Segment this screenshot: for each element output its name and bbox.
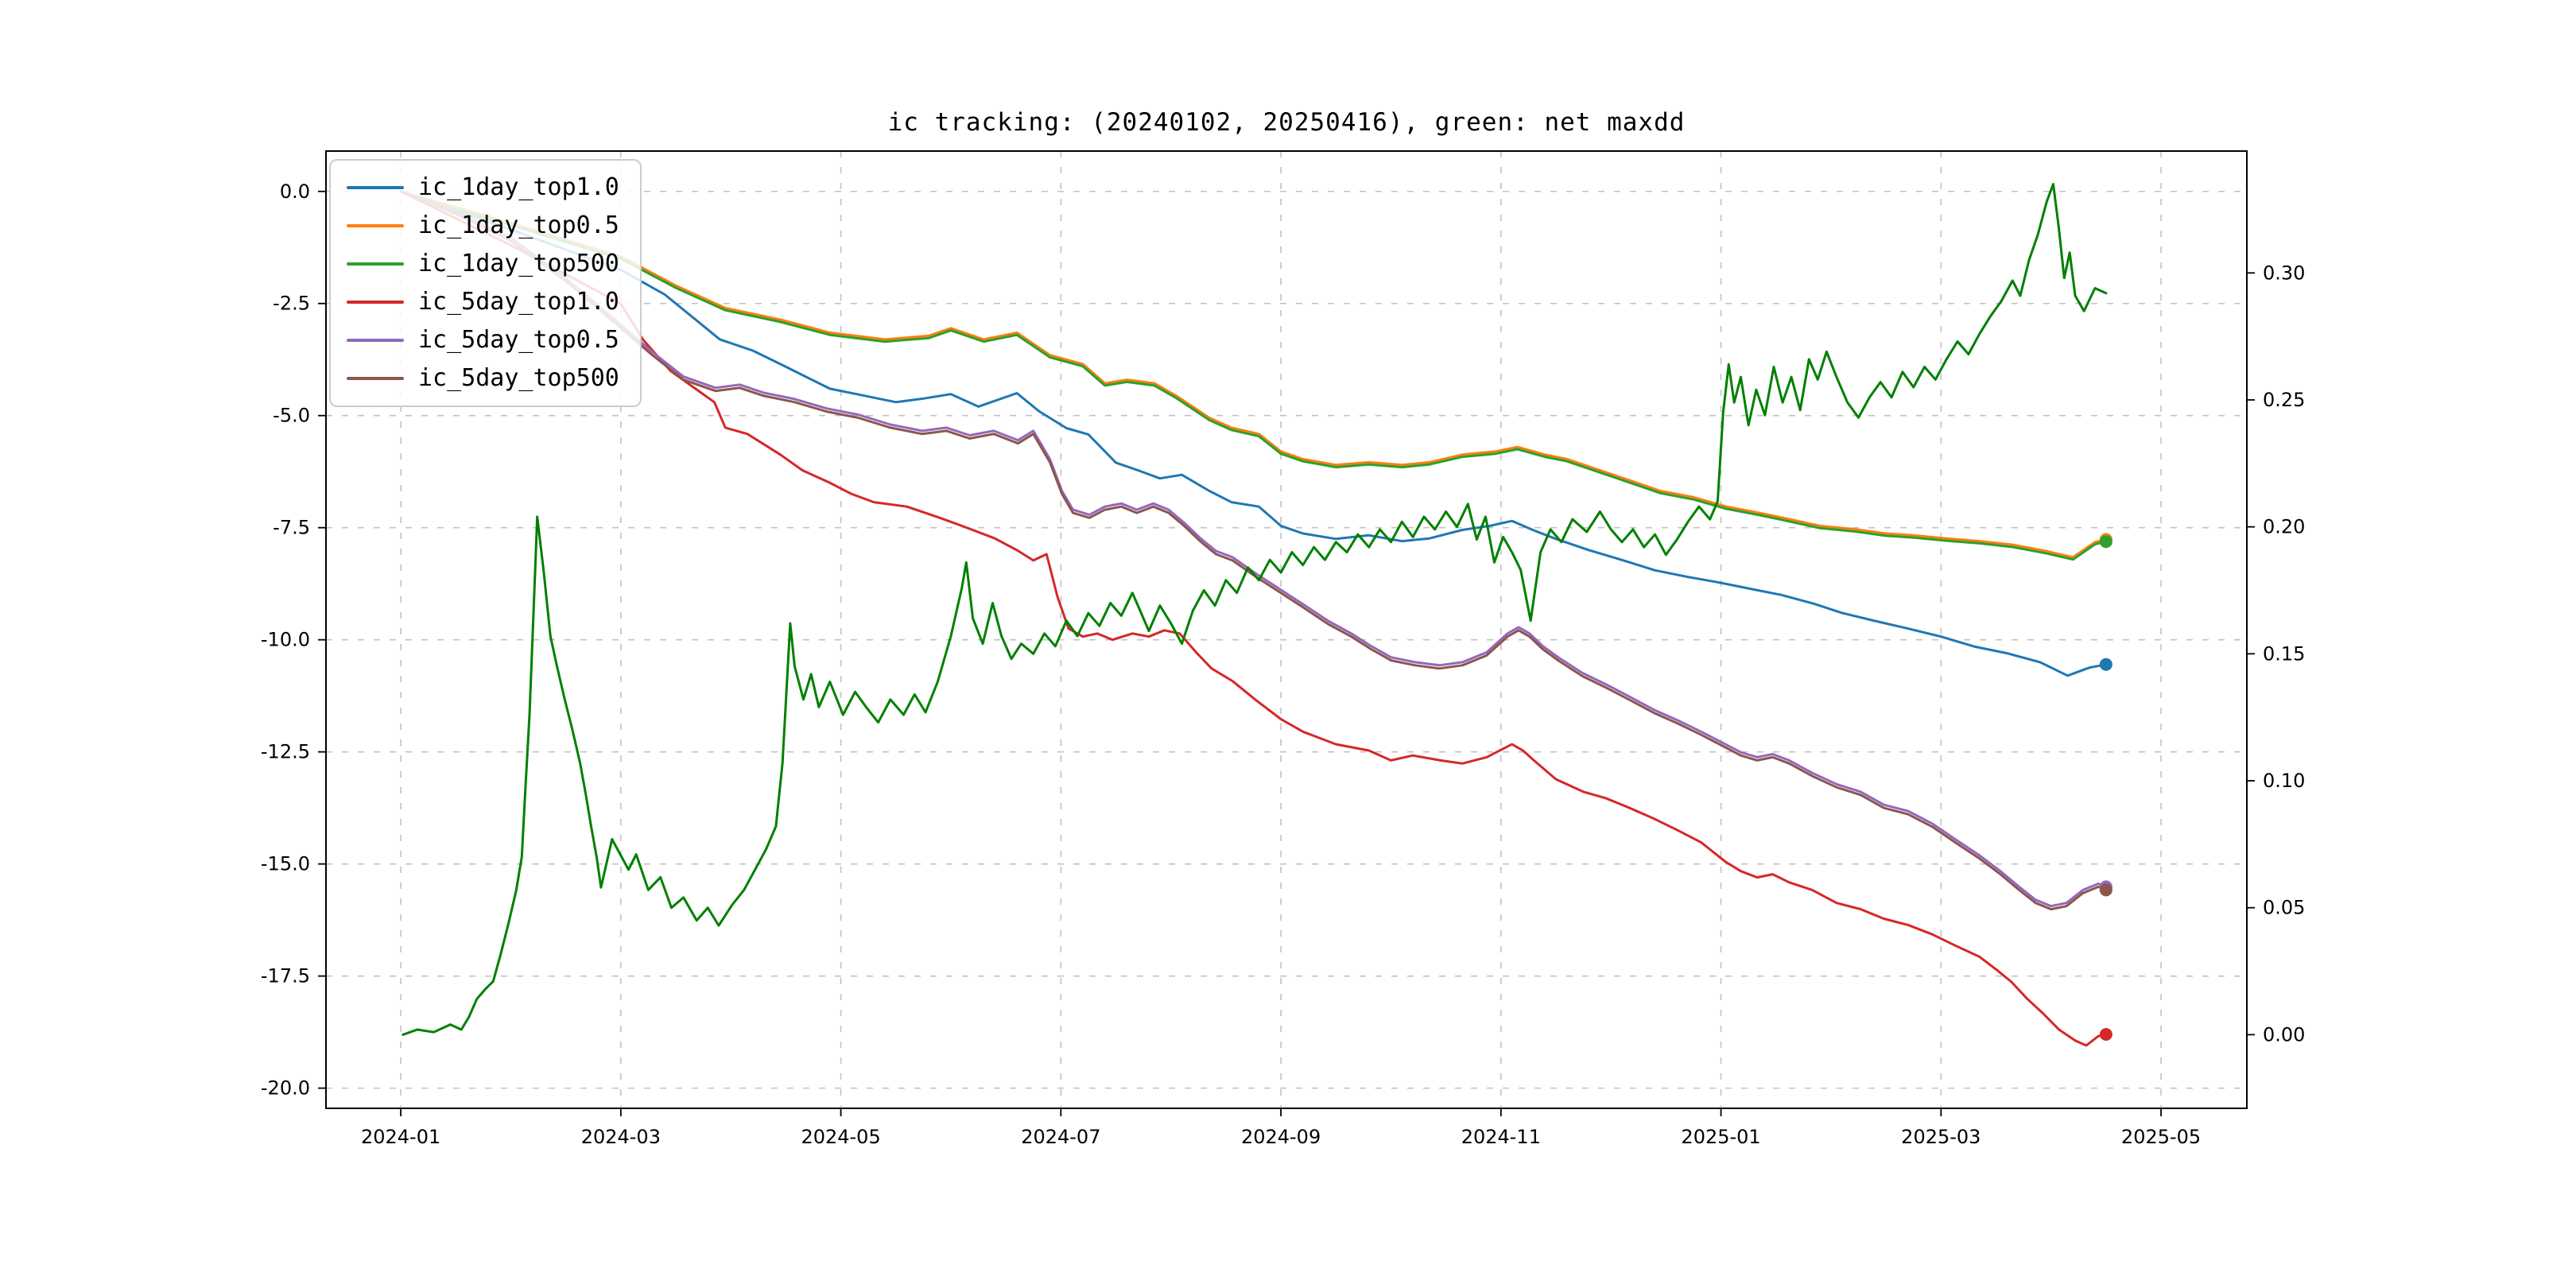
legend-item-label: ic_1day_top500 — [418, 250, 619, 277]
y-left-tick-label: -17.5 — [261, 965, 310, 987]
y-left-tick-label: -2.5 — [273, 293, 310, 315]
legend-line-swatch — [347, 339, 404, 342]
y-left-tick-label: -10.0 — [261, 629, 310, 651]
legend-item-ic-5day-top1: ic_5day_top1.0 — [347, 286, 619, 318]
legend-item-ic-1day-top05: ic_1day_top0.5 — [347, 210, 619, 242]
y-left-tick-label: -5.0 — [273, 405, 310, 427]
legend-item-label: ic_5day_top1.0 — [418, 288, 619, 316]
series-end-dot-ic_5day_top500 — [2099, 883, 2112, 897]
y-right-tick-label: 0.10 — [2263, 770, 2305, 792]
y-right-tick-label: 0.00 — [2263, 1023, 2305, 1046]
legend-line-swatch — [347, 262, 404, 266]
chart-title: ic tracking: (20240102, 20250416), green… — [887, 108, 1686, 137]
y-right-tick-label: 0.30 — [2263, 262, 2305, 284]
legend: ic_1day_top1.0 ic_1day_top0.5 ic_1day_to… — [329, 159, 642, 407]
legend-item-label: ic_5day_top500 — [418, 364, 619, 392]
legend-line-swatch — [347, 186, 404, 189]
x-tick-label: 2024-03 — [581, 1126, 661, 1148]
y-left-tick-label: 0.0 — [280, 180, 310, 203]
series-line-ic_1day_top0.5 — [399, 190, 2108, 559]
series-line-ic_5day_top500 — [399, 190, 2108, 911]
series-end-dot-ic_1day_top1.0 — [2099, 658, 2112, 671]
y-left-tick-label: -12.5 — [261, 741, 310, 763]
series-line-ic_5day_top1.0 — [399, 190, 2108, 1047]
x-tick-label: 2025-03 — [1901, 1126, 1980, 1148]
series-line-ic_1day_top1.0 — [399, 190, 2108, 677]
y-right-tick-label: 0.05 — [2263, 897, 2305, 919]
x-tick-label: 2024-01 — [361, 1126, 440, 1148]
series-end-dot-ic_5day_top1.0 — [2099, 1028, 2112, 1041]
x-tick-label: 2024-11 — [1461, 1126, 1541, 1148]
x-tick-label: 2024-05 — [801, 1126, 880, 1148]
legend-line-swatch — [347, 301, 404, 304]
legend-line-swatch — [347, 377, 404, 380]
legend-item-ic-5day-top05: ic_5day_top0.5 — [347, 324, 619, 356]
y-right-tick-label: 0.20 — [2263, 516, 2305, 538]
y-right-tick-label: 0.15 — [2263, 642, 2305, 665]
series-end-dot-ic_1day_top500 — [2099, 535, 2112, 549]
y-left-tick-label: -7.5 — [273, 517, 310, 539]
y-left-tick-label: -20.0 — [261, 1077, 310, 1100]
series-line-ic_5day_top0.5 — [399, 190, 2108, 908]
y-left-tick-label: -15.0 — [261, 853, 310, 875]
x-tick-label: 2025-05 — [2121, 1126, 2201, 1148]
legend-item-ic-1day-top1: ic_1day_top1.0 — [347, 172, 619, 204]
legend-item-ic-1day-top500: ic_1day_top500 — [347, 248, 619, 280]
y-right-tick-label: 0.25 — [2263, 389, 2305, 411]
x-tick-label: 2024-07 — [1021, 1126, 1100, 1148]
plot-border — [325, 150, 2248, 1109]
legend-item-ic-5day-top500: ic_5day_top500 — [347, 363, 619, 394]
legend-item-label: ic_1day_top1.0 — [418, 173, 619, 201]
legend-item-label: ic_5day_top0.5 — [418, 326, 619, 354]
series-line-ic_1day_top500 — [399, 190, 2108, 561]
series-line-net_maxdd — [402, 183, 2108, 1036]
legend-line-swatch — [347, 224, 404, 227]
x-tick-label: 2025-01 — [1681, 1126, 1760, 1148]
legend-item-label: ic_1day_top0.5 — [418, 211, 619, 239]
x-tick-label: 2024-09 — [1241, 1126, 1321, 1148]
